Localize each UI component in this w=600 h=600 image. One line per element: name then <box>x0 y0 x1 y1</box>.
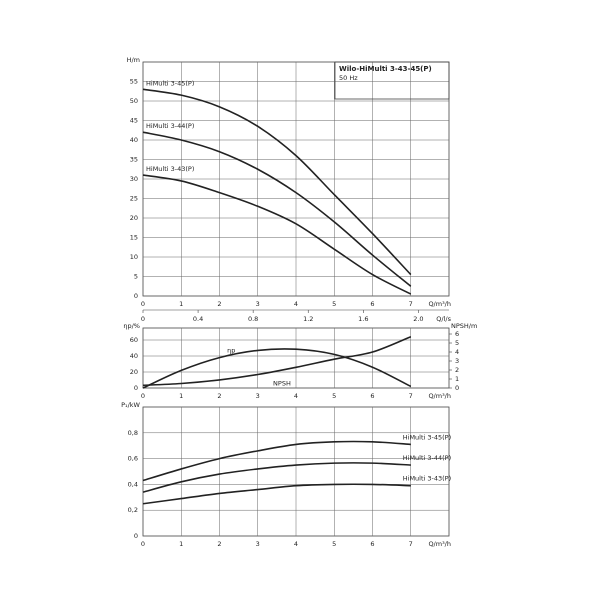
x-axis-label: Q/m³/h <box>428 392 451 400</box>
x-tick-label: 0 <box>141 392 145 400</box>
x-tick-label: 5 <box>332 540 336 548</box>
y-tick-label: 30 <box>130 175 138 183</box>
x-tick-label: 2 <box>217 300 221 308</box>
y-tick-label: 20 <box>130 368 138 376</box>
x-tick-label: 3 <box>256 300 260 308</box>
x2-tick-label: 1.6 <box>358 315 368 323</box>
x-tick-label: 5 <box>332 392 336 400</box>
x2-axis-label: Q/l/s <box>436 315 451 323</box>
series-label: HiMulti 3-44(P) <box>403 454 451 462</box>
y-tick-label: 35 <box>130 156 138 164</box>
x-tick-label: 7 <box>409 392 413 400</box>
x-tick-label: 6 <box>370 392 374 400</box>
y-tick-label: 15 <box>130 234 138 242</box>
y-tick-label: 20 <box>130 214 138 222</box>
y-tick-label: 5 <box>134 273 138 281</box>
series-line <box>142 174 412 295</box>
y2-tick-label: 0 <box>455 384 459 392</box>
x2-tick-label: 2.0 <box>413 315 423 323</box>
y-axis-label: P₁/kW <box>121 401 140 409</box>
series-line <box>142 335 412 387</box>
y-tick-label: 40 <box>130 136 138 144</box>
series-label: HiMulti 3-45(P) <box>146 79 194 87</box>
y-tick-label: 0,2 <box>128 506 138 514</box>
y-tick-label: 0 <box>134 532 138 540</box>
y-tick-label: 50 <box>130 97 138 105</box>
x2-tick-label: 0.8 <box>248 315 258 323</box>
x-tick-label: 0 <box>141 300 145 308</box>
series-line <box>142 483 411 505</box>
y2-tick-label: 2 <box>455 366 459 374</box>
y-tick-label: 0,6 <box>128 455 138 463</box>
series-line <box>142 131 412 287</box>
x-tick-label: 1 <box>179 392 183 400</box>
x-tick-label: 2 <box>217 392 221 400</box>
series-line <box>142 462 411 493</box>
x2-tick-label: 0.4 <box>193 315 203 323</box>
y-tick-label: 0 <box>134 292 138 300</box>
x-axis-label: Q/m³/h <box>428 300 451 308</box>
chart-subtitle: 50 Hz <box>339 74 358 82</box>
y2-tick-label: 4 <box>455 348 459 356</box>
y2-tick-label: 6 <box>455 330 459 338</box>
x-tick-label: 4 <box>294 300 298 308</box>
series-line <box>142 440 411 482</box>
x-tick-label: 3 <box>256 540 260 548</box>
series-label: HiMulti 3-44(P) <box>146 122 194 130</box>
x-tick-label: 5 <box>332 300 336 308</box>
series-label: NPSH <box>273 380 291 388</box>
y-tick-label: 0 <box>134 384 138 392</box>
chart-title: Wilo-HiMulti 3-43-45(P) <box>339 65 432 73</box>
series-line <box>142 88 412 276</box>
y2-tick-label: 1 <box>455 375 459 383</box>
x-tick-label: 7 <box>409 540 413 548</box>
x-tick-label: 4 <box>294 540 298 548</box>
y-tick-label: 40 <box>130 352 138 360</box>
x-tick-label: 6 <box>370 540 374 548</box>
y-tick-label: 60 <box>130 336 138 344</box>
y-axis-label: ηp/% <box>123 322 140 330</box>
series-label: HiMulti 3-45(P) <box>403 433 451 441</box>
x-tick-label: 0 <box>141 540 145 548</box>
title-box <box>334 61 450 100</box>
y2-axis-label: NPSH/m <box>451 322 477 330</box>
y-tick-label: 10 <box>130 253 138 261</box>
y2-tick-label: 3 <box>455 357 459 365</box>
series-label: HiMulti 3-43(P) <box>403 475 451 483</box>
x2-tick-label: 1.2 <box>303 315 313 323</box>
y2-tick-label: 5 <box>455 339 459 347</box>
x-tick-label: 1 <box>179 300 183 308</box>
x-axis-label: Q/m³/h <box>428 540 451 548</box>
y-tick-label: 0,8 <box>128 429 138 437</box>
y-tick-label: 45 <box>130 117 138 125</box>
x2-tick-label: 0 <box>141 315 145 323</box>
y-tick-label: 25 <box>130 195 138 203</box>
series-label: ηp <box>227 347 235 355</box>
x-tick-label: 1 <box>179 540 183 548</box>
series-line <box>142 348 412 389</box>
x-tick-label: 3 <box>256 392 260 400</box>
y-axis-label: H/m <box>127 56 140 64</box>
x-tick-label: 4 <box>294 392 298 400</box>
y-tick-label: 0,4 <box>128 480 138 488</box>
x-tick-label: 7 <box>409 300 413 308</box>
x-tick-label: 6 <box>370 300 374 308</box>
y-tick-label: 55 <box>130 78 138 86</box>
x-tick-label: 2 <box>217 540 221 548</box>
series-label: HiMulti 3-43(P) <box>146 165 194 173</box>
